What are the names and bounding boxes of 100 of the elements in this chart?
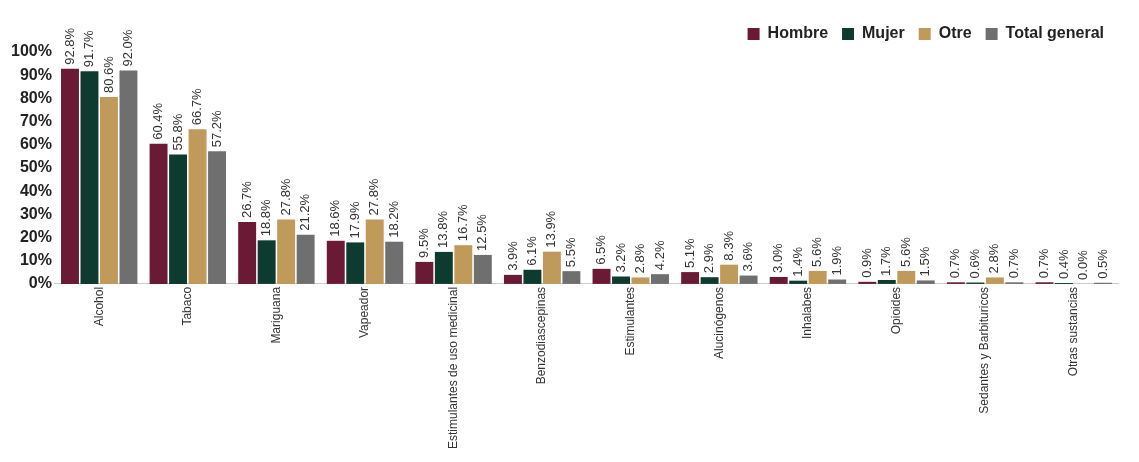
y-tick-label: 20% — [19, 227, 52, 245]
data-label: 13.8% — [435, 210, 451, 248]
y-tick-label: 10% — [19, 251, 52, 269]
data-label: 8.3% — [720, 230, 736, 261]
x-tick-label: Otras sustancias — [1066, 286, 1081, 377]
data-label: 12.5% — [474, 213, 490, 251]
data-label: 0.7% — [1036, 248, 1052, 279]
data-label: 0.5% — [1094, 248, 1110, 279]
x-tick-label: Inhalabes — [800, 286, 815, 339]
bar — [612, 276, 630, 284]
bar — [503, 274, 522, 284]
data-label: 9.5% — [415, 227, 431, 258]
bar — [858, 281, 877, 284]
data-label: 0.6% — [966, 248, 982, 279]
bar — [916, 280, 935, 284]
x-tick-label: Opioides — [888, 286, 903, 335]
data-label: 55.8% — [169, 113, 185, 151]
data-label: 57.2% — [208, 109, 224, 148]
y-tick-label: 100% — [11, 42, 52, 60]
data-label: 3.0% — [770, 242, 786, 273]
bar — [808, 270, 827, 284]
bar — [651, 274, 669, 284]
legend-label: Total general — [1005, 24, 1104, 42]
bar — [542, 251, 561, 284]
data-label: 17.9% — [346, 201, 362, 239]
bar — [257, 240, 276, 284]
x-tick-label: Tabaco — [180, 286, 195, 326]
bar — [365, 219, 384, 284]
bar — [100, 96, 118, 284]
bar — [562, 271, 581, 284]
y-tick-label: 80% — [19, 88, 52, 106]
data-label: 66.7% — [189, 87, 205, 126]
data-label: 2.8% — [632, 243, 648, 274]
data-label: 2.9% — [701, 243, 717, 274]
bar — [296, 234, 315, 284]
bar — [681, 272, 700, 284]
data-label: 6.5% — [593, 234, 609, 265]
y-tick-label: 90% — [19, 65, 52, 83]
data-label: 3.2% — [612, 242, 628, 273]
bar — [208, 151, 227, 284]
bar — [149, 143, 168, 284]
bar — [188, 129, 207, 284]
x-tick-label: Alcohol — [91, 286, 106, 327]
bar — [326, 240, 345, 284]
bar — [739, 275, 758, 284]
x-tick-label: Vapeador — [357, 286, 372, 339]
data-label: 6.1% — [524, 235, 539, 266]
bar — [473, 254, 492, 284]
data-label: 5.6% — [809, 236, 825, 267]
bar — [169, 154, 188, 284]
data-label: 1.5% — [917, 246, 933, 277]
bar — [80, 71, 99, 284]
data-label: 0.7% — [1005, 248, 1021, 279]
bar — [385, 241, 404, 284]
data-label: 26.7% — [238, 180, 254, 218]
y-tick-label: 0% — [28, 274, 52, 292]
bar — [434, 251, 453, 284]
bar — [828, 279, 847, 284]
bar — [769, 276, 788, 284]
bar — [789, 280, 808, 284]
x-tick-label: Estimulantes de uso medicinal — [445, 286, 460, 450]
x-tick-label: Mariguana — [268, 286, 283, 344]
x-tick-label: Estimulantes — [623, 286, 638, 356]
bar — [238, 222, 257, 284]
legend-label: Otre — [938, 24, 972, 42]
data-label: 91.7% — [81, 29, 97, 68]
data-label: 27.8% — [366, 178, 382, 216]
bar — [415, 261, 434, 284]
bar — [61, 68, 79, 284]
bar — [523, 269, 542, 284]
legend-label: Hombre — [767, 24, 829, 42]
bar — [454, 245, 473, 284]
y-tick-label: 50% — [19, 158, 52, 176]
bar — [985, 277, 1004, 284]
data-label: 5.6% — [897, 236, 913, 267]
y-tick-label: 70% — [19, 111, 52, 129]
bar — [277, 219, 296, 284]
data-label: 0.9% — [858, 247, 874, 278]
bar — [720, 264, 739, 284]
data-label: 18.6% — [327, 199, 343, 237]
data-label: 21.2% — [297, 193, 313, 231]
data-label: 3.6% — [740, 241, 756, 272]
data-label: 2.8% — [986, 243, 1002, 274]
y-tick-label: 30% — [19, 204, 52, 222]
data-label: 1.4% — [789, 246, 805, 277]
data-label: 4.2% — [651, 240, 667, 271]
y-tick-label: 40% — [19, 181, 52, 199]
data-label: 1.9% — [828, 245, 844, 276]
data-label: 80.6% — [100, 55, 116, 93]
y-tick-label: 60% — [19, 135, 52, 153]
data-label: 92.8% — [61, 27, 77, 65]
data-label: 13.9% — [543, 210, 559, 248]
data-label: 16.7% — [454, 203, 470, 242]
data-label: 0.0% — [1075, 249, 1091, 280]
x-tick-label: Alucinógenos — [711, 286, 726, 359]
x-tick-label: Sedantes y Barbituricos — [977, 286, 992, 414]
data-label: 92.0% — [120, 29, 136, 67]
bar — [700, 277, 719, 284]
bar — [897, 270, 916, 284]
x-tick-label: Benzodiascepinas — [534, 286, 549, 385]
